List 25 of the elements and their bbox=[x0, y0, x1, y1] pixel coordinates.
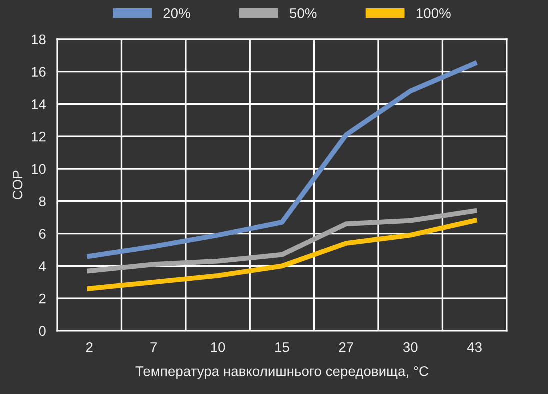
legend-label: 20% bbox=[164, 8, 190, 18]
legend-label: 100% bbox=[416, 8, 451, 18]
x-tick-label: 30 bbox=[403, 342, 418, 352]
y-tick-label: 2 bbox=[39, 294, 46, 304]
y-tick-label: 14 bbox=[32, 100, 46, 110]
line-series bbox=[87, 61, 478, 259]
legend-label: 50% bbox=[290, 8, 317, 18]
y-axis-title: COP bbox=[12, 170, 23, 200]
y-tick-label: 10 bbox=[32, 164, 46, 174]
line-series bbox=[87, 218, 478, 292]
x-tick-label: 27 bbox=[339, 342, 354, 352]
y-tick-label: 0 bbox=[39, 326, 46, 336]
y-tick-label: 18 bbox=[32, 34, 46, 45]
x-tick-label: 43 bbox=[467, 342, 482, 352]
x-tick-label: 15 bbox=[276, 342, 290, 352]
line-series bbox=[87, 208, 478, 274]
y-tick-label: 4 bbox=[39, 262, 46, 272]
x-tick-label: 7 bbox=[150, 342, 157, 352]
y-tick-label: 8 bbox=[39, 196, 46, 207]
y-tick-label: 12 bbox=[32, 132, 46, 142]
x-tick-label: 10 bbox=[211, 342, 226, 352]
x-axis-title: Температура навколишнього середовища, °C bbox=[136, 366, 428, 380]
y-tick-label: 16 bbox=[32, 67, 46, 77]
y-tick-label: 6 bbox=[39, 229, 46, 239]
x-tick-label: 2 bbox=[86, 342, 93, 352]
